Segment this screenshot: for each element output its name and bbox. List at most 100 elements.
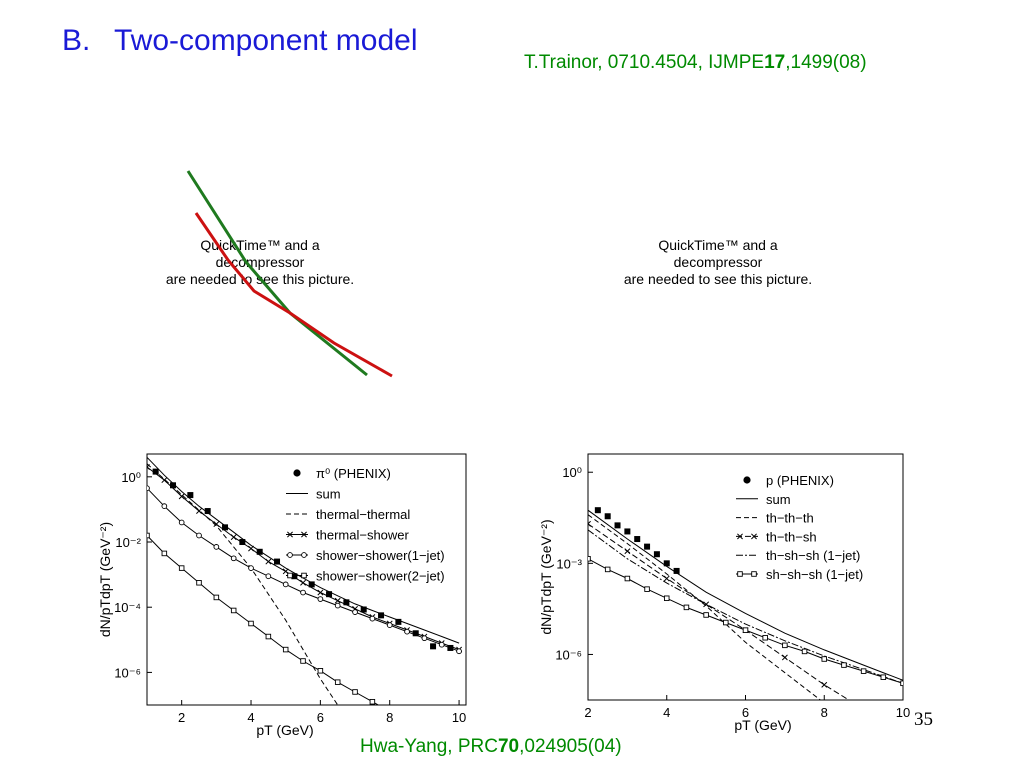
title-text: Two-component model <box>114 24 418 57</box>
x-axis-label: pT (GeV) <box>734 717 791 733</box>
series-marker-shower-shower-1-jet <box>230 555 237 562</box>
legend-label-thermal-shower: thermal−shower <box>316 528 410 543</box>
image-placeholder-right: QuickTime™ and a decompressor are needed… <box>588 237 848 288</box>
data-point <box>412 630 419 637</box>
legend-marker <box>737 533 743 540</box>
series-marker-sh-sh-sh-1-jet <box>703 612 709 618</box>
y-tick-label: 10⁻⁶ <box>114 665 141 680</box>
data-point <box>644 543 651 550</box>
series-marker-shower-shower-2-jet <box>161 550 168 557</box>
series-marker-thermal-shower <box>147 464 150 470</box>
plot-area <box>588 507 903 700</box>
series-marker-sh-sh-sh-1-jet <box>588 556 591 562</box>
reference-hwa-yang: Hwa-Yang, PRC70,024905(04) <box>360 736 622 758</box>
plot-group: 2 4 6 8 10 10⁰ 10⁻² 10⁻⁴ 10⁻⁶ pT (GeV) dN/pTdpT (G… <box>97 453 467 738</box>
series-marker-sh-sh-sh-1-jet <box>664 595 670 602</box>
data-point <box>604 513 611 520</box>
series-marker-sh-sh-sh-1-jet <box>742 627 749 633</box>
series-marker-shower-shower-1-jet <box>248 565 254 571</box>
series-line-th-th-th <box>588 514 822 700</box>
legend-marker <box>287 572 293 579</box>
legend-marker <box>751 533 757 540</box>
data-point <box>256 548 263 555</box>
series-marker-shower-shower-2-jet <box>282 646 289 653</box>
legend-label-shower-shower-2-jet: shower−shower(2−jet) <box>316 569 445 584</box>
series-marker-shower-shower-2-jet <box>265 633 272 640</box>
series-marker-shower-shower-1-jet <box>178 519 185 526</box>
series-marker-shower-shower-1-jet <box>438 641 445 648</box>
x-axis-label: pT (GeV) <box>256 722 313 738</box>
x-tick-label: 10 <box>452 710 466 725</box>
placeholder-line2: decompressor <box>215 254 305 270</box>
series-marker-shower-shower-1-jet <box>334 602 341 609</box>
placeholder-line2: decompressor <box>673 254 763 270</box>
plot-group: 2 4 6 8 10 10⁰ 10⁻³ 10⁻⁶ pT (GeV) dN/pTdpT (GeV⁻²… <box>538 453 910 733</box>
series-marker-thermal-shower <box>196 508 202 514</box>
y-tick-label: 10⁻² <box>115 535 141 550</box>
series-marker-shower-shower-1-jet <box>317 596 324 602</box>
series-marker-shower-shower-1-jet <box>265 573 272 580</box>
data-point <box>274 558 281 565</box>
x-tick-label: 2 <box>178 710 185 725</box>
legend-label-sh-sh-sh-1-jet: sh−sh−sh (1−jet) <box>766 567 863 582</box>
data-point <box>291 573 298 580</box>
series-marker-thermal-shower <box>300 579 306 586</box>
y-tick-label: 10⁰ <box>562 465 582 480</box>
data-point <box>663 560 670 567</box>
series-marker-sh-sh-sh-1-jet <box>644 586 650 592</box>
plot-frame <box>146 453 467 706</box>
series-line-th-sh-sh-1-jet <box>588 529 903 684</box>
series-marker-sh-sh-sh-1-jet <box>624 575 631 582</box>
series-marker-thermal-shower <box>178 493 185 500</box>
x-tick-label: 4 <box>663 705 670 720</box>
data-point <box>222 524 229 531</box>
series-marker-shower-shower-1-jet <box>456 648 462 655</box>
slide-title: B. Two-component model <box>62 24 418 58</box>
reference-trainor: T.Trainor, 0710.4504, IJMPE17,1499(08) <box>524 52 867 74</box>
series-marker-thermal-shower <box>248 545 254 552</box>
series-marker-sh-sh-sh-1-jet <box>801 648 808 655</box>
x-tick-label: 10 <box>896 705 910 720</box>
data-point <box>187 492 194 499</box>
data-point <box>594 507 601 514</box>
series-line-th-th-sh <box>588 523 850 700</box>
series-marker-sh-sh-sh-1-jet <box>762 634 768 641</box>
page-number: 35 <box>914 709 933 730</box>
series-marker-shower-shower-1-jet <box>369 615 376 622</box>
legend-marker <box>287 531 293 538</box>
data-point <box>395 618 402 625</box>
series-marker-shower-shower-1-jet <box>300 589 306 596</box>
ref-bottom-volume: 70 <box>497 736 520 757</box>
series-marker-sh-sh-sh-1-jet <box>860 668 867 674</box>
series-marker-shower-shower-1-jet <box>386 622 393 628</box>
series-marker-shower-shower-2-jet <box>300 658 306 664</box>
image-placeholder-left: QuickTime™ and a decompressor are needed… <box>130 237 390 288</box>
data-point <box>360 606 367 613</box>
ref-top-pages: ,1499(08) <box>785 52 867 73</box>
placeholder-line3: are needed to see this picture. <box>623 271 813 287</box>
series-marker-thermal-shower <box>317 589 324 596</box>
series-marker-shower-shower-2-jet <box>147 532 150 539</box>
legend-marker <box>301 572 307 579</box>
data-point <box>204 508 211 515</box>
legend-label-phenix: π⁰ (PHENIX) <box>316 466 391 481</box>
placeholder-line1: QuickTime™ and a <box>200 237 320 253</box>
legend-label-sum: sum <box>316 487 341 502</box>
x-tick-label: 2 <box>584 705 591 720</box>
legend-label-th-th-sh: th−th−sh <box>766 529 817 544</box>
data-point <box>170 482 177 489</box>
data-point <box>343 599 350 606</box>
series-marker-shower-shower-1-jet <box>282 581 289 588</box>
series-marker-shower-shower-1-jet <box>421 635 428 642</box>
ref-bottom-text: Hwa-Yang, PRC <box>360 736 498 757</box>
series-marker-thermal-shower <box>161 477 168 484</box>
series-marker-shower-shower-2-jet <box>334 679 341 685</box>
series-marker-th-th-sh <box>624 548 631 555</box>
legend: p (PHENIX) sum th−th−th th−th−sh th−sh−sh (1… <box>736 473 863 582</box>
y-tick-label: 10⁻⁶ <box>555 647 582 662</box>
series-marker-shower-shower-1-jet <box>213 544 220 550</box>
series-marker-shower-shower-1-jet <box>404 628 410 635</box>
legend-marker <box>743 476 751 484</box>
